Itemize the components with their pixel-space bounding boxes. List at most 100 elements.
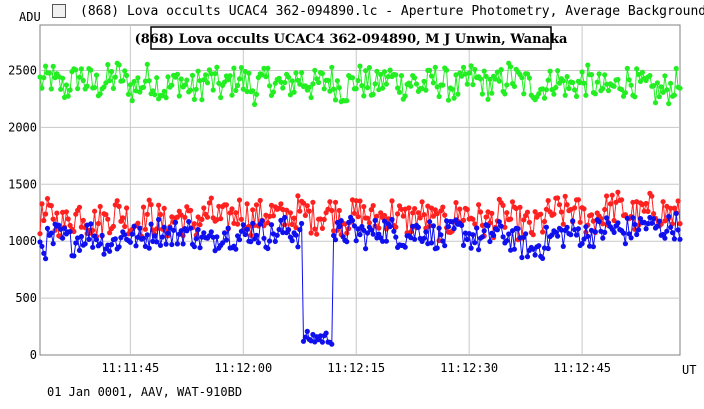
data-point <box>319 225 325 231</box>
data-point <box>587 243 593 249</box>
data-point <box>65 216 71 222</box>
data-point <box>543 224 550 230</box>
data-point <box>338 218 344 224</box>
data-point <box>140 84 147 90</box>
data-point <box>577 219 583 225</box>
data-point <box>660 199 666 205</box>
data-point <box>628 82 634 88</box>
data-point <box>551 211 557 217</box>
y-tick-label: 1000 <box>8 234 37 248</box>
data-point <box>643 226 649 232</box>
data-point <box>218 94 224 101</box>
data-point <box>63 209 69 215</box>
data-point <box>291 89 297 95</box>
data-point <box>620 230 627 236</box>
data-point <box>596 218 602 225</box>
data-point <box>201 230 207 236</box>
data-point <box>427 219 433 225</box>
y-tick-label: 0 <box>30 348 37 362</box>
data-point <box>494 69 500 75</box>
data-point <box>498 67 504 73</box>
data-point <box>78 66 84 72</box>
x-tick-label: 11:12:30 <box>440 361 498 375</box>
data-point <box>668 205 674 211</box>
data-point <box>244 201 250 207</box>
data-point <box>662 235 668 241</box>
data-point <box>248 239 254 245</box>
data-point <box>238 216 244 222</box>
data-point <box>592 229 598 235</box>
data-point <box>545 77 551 83</box>
data-point <box>396 89 403 95</box>
data-point <box>383 81 389 87</box>
data-point <box>652 100 659 106</box>
data-point <box>573 232 580 238</box>
data-point <box>671 205 678 211</box>
data-point <box>116 203 122 209</box>
data-point <box>489 210 495 216</box>
data-point <box>236 237 243 243</box>
data-point <box>641 208 647 214</box>
data-point <box>560 221 566 227</box>
data-point <box>421 78 427 84</box>
data-point <box>457 206 463 212</box>
data-point <box>637 78 644 84</box>
data-point <box>191 244 197 250</box>
data-point <box>381 69 388 75</box>
data-point <box>60 235 66 241</box>
data-point <box>240 86 246 92</box>
data-point <box>664 87 670 93</box>
data-point <box>39 243 45 249</box>
data-point <box>238 228 244 234</box>
data-point <box>353 86 359 92</box>
data-point <box>558 209 565 215</box>
data-point <box>67 87 73 93</box>
data-point <box>602 206 608 213</box>
data-point <box>129 98 135 104</box>
data-point <box>430 80 436 86</box>
data-point <box>161 224 167 230</box>
data-point <box>43 256 49 262</box>
data-point <box>210 87 216 93</box>
data-point <box>163 95 169 101</box>
x-tick-label: 11:12:00 <box>214 361 272 375</box>
data-point <box>133 243 139 249</box>
data-point <box>592 91 598 97</box>
chart-title: (868) Lova occults UCAC4 362-094890, M J… <box>135 32 568 47</box>
data-point <box>221 79 228 85</box>
data-point <box>236 197 243 203</box>
data-point <box>673 210 679 217</box>
data-point <box>470 216 476 222</box>
data-point <box>120 215 126 221</box>
data-point <box>464 81 470 87</box>
data-point <box>331 228 337 234</box>
data-point <box>223 237 229 243</box>
data-point <box>538 211 544 217</box>
data-point <box>440 82 446 88</box>
data-point <box>590 244 597 250</box>
data-point <box>67 229 73 235</box>
y-tick-label: 1500 <box>8 177 37 191</box>
data-point <box>43 211 49 217</box>
data-point <box>602 229 608 235</box>
data-point <box>560 243 566 249</box>
data-point <box>649 220 655 226</box>
window-title-bar: (868) Lova occults UCAC4 362-094890.lc -… <box>0 0 704 24</box>
data-point <box>212 71 218 77</box>
data-point <box>639 69 646 75</box>
data-point <box>248 232 254 238</box>
data-point <box>615 76 621 83</box>
data-point <box>566 85 572 92</box>
data-point <box>204 80 211 86</box>
data-point <box>568 232 574 238</box>
grid-lines <box>40 25 680 355</box>
data-point <box>195 227 201 233</box>
data-point <box>402 244 408 250</box>
data-point <box>310 81 316 87</box>
data-point <box>611 229 617 235</box>
data-point <box>314 231 320 237</box>
data-point <box>122 68 128 74</box>
data-point <box>662 73 668 79</box>
data-point <box>519 75 525 81</box>
data-point <box>63 82 69 88</box>
